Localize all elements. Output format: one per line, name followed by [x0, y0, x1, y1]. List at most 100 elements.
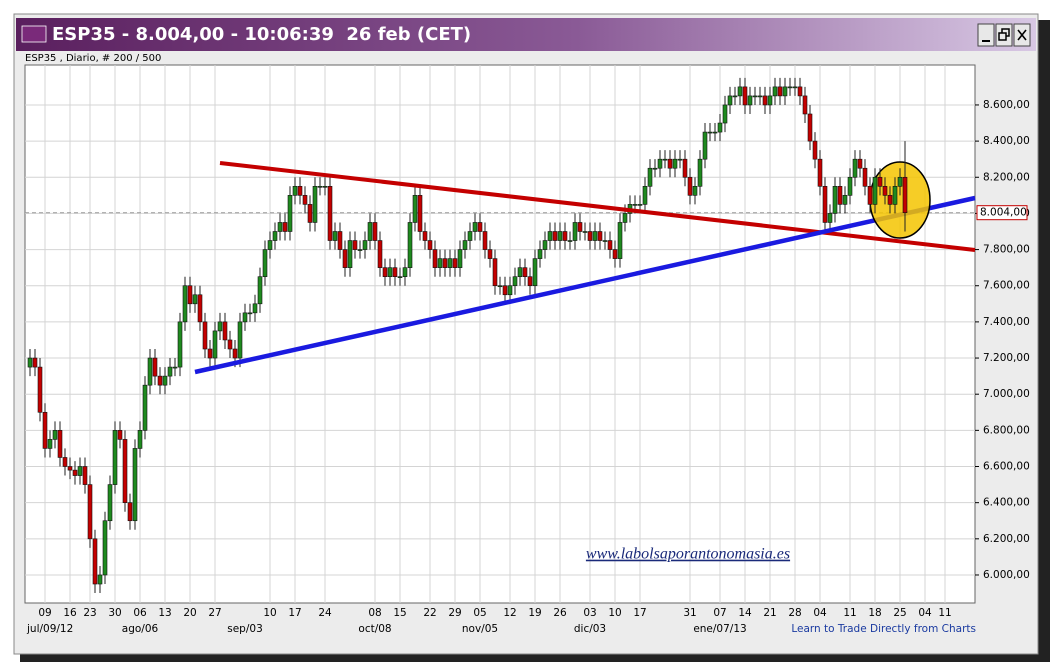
- candle-body: [92, 538, 98, 585]
- x-tick-label: 17: [633, 607, 646, 619]
- candle-body: [692, 186, 698, 196]
- candle-body: [122, 439, 128, 503]
- x-tick-label: 05: [473, 607, 486, 619]
- x-tick-label: 20: [183, 607, 196, 619]
- candle-body: [592, 231, 598, 241]
- candle-body: [192, 294, 198, 305]
- x-tick-label: 25: [893, 607, 906, 619]
- candle-body: [572, 222, 578, 241]
- x-tick-label: 15: [393, 607, 406, 619]
- candle-body: [647, 167, 653, 187]
- y-tick-label: 8.200,00: [983, 171, 1030, 183]
- candle-body: [727, 95, 733, 106]
- candle-body: [237, 321, 243, 359]
- x-tick-label: 04: [918, 607, 932, 619]
- candle-body: [277, 222, 283, 232]
- candle-body: [287, 195, 293, 232]
- candle-body: [67, 466, 73, 471]
- candle-body: [197, 294, 203, 323]
- candle-body: [747, 95, 753, 106]
- candle-body: [72, 469, 78, 476]
- candle-body: [817, 158, 823, 187]
- candle-body: [402, 267, 408, 277]
- footer-link[interactable]: Learn to Trade Directly from Charts: [791, 623, 976, 635]
- candle-body: [742, 86, 748, 106]
- candle-body: [687, 176, 693, 196]
- candle-body: [167, 366, 173, 377]
- candle-body: [547, 231, 553, 241]
- y-tick-label: 6.800,00: [983, 424, 1030, 436]
- candle-body: [617, 222, 623, 259]
- candle-body: [62, 457, 68, 467]
- last-price-box: [976, 205, 1028, 221]
- x-tick-label: 17: [288, 607, 301, 619]
- candle-body: [432, 249, 438, 268]
- trend-lines: [194, 161, 976, 375]
- candle-body: [382, 267, 388, 277]
- candle-body: [412, 195, 418, 223]
- y-tick-label: 8.400,00: [983, 135, 1030, 147]
- candle-body: [462, 240, 468, 250]
- candle-body: [607, 240, 613, 250]
- candle-body: [852, 158, 858, 178]
- x-tick-label: 10: [608, 607, 621, 619]
- x-tick-label: 19: [528, 607, 541, 619]
- candle-body: [447, 258, 453, 268]
- candle-body: [282, 222, 288, 232]
- minimize-button[interactable]: [977, 23, 995, 47]
- candle-body: [42, 411, 48, 449]
- candle-body: [82, 466, 88, 485]
- candle-body: [317, 186, 323, 188]
- candle-body: [172, 366, 178, 369]
- candle-body: [602, 240, 608, 242]
- y-tick-label: 7.400,00: [983, 316, 1030, 328]
- candle-body: [782, 86, 788, 97]
- candle-body: [452, 258, 458, 268]
- candle-body: [767, 95, 773, 106]
- candle-body: [27, 357, 33, 368]
- candle-body: [697, 158, 703, 187]
- y-tick-label: 7.200,00: [983, 352, 1030, 364]
- candle-body: [512, 276, 518, 287]
- candle-body: [372, 222, 378, 241]
- x-tick-label: 12: [503, 607, 516, 619]
- candle-body: [37, 366, 43, 413]
- candle-body: [187, 285, 193, 305]
- candle-body: [842, 195, 848, 205]
- candle-body: [517, 267, 523, 277]
- candle-body: [232, 348, 238, 359]
- candle-body: [312, 186, 318, 223]
- candle-body: [352, 240, 358, 250]
- candle-body: [632, 204, 638, 206]
- candle-body: [557, 231, 563, 241]
- candle-body: [337, 231, 343, 250]
- candle-body: [757, 95, 763, 98]
- x-tick-label: 28: [788, 607, 801, 619]
- candle-body: [52, 430, 58, 440]
- candle-body: [637, 204, 643, 206]
- close-button[interactable]: [1013, 23, 1031, 47]
- y-tick-label: 6.200,00: [983, 533, 1030, 545]
- candle-body: [252, 303, 258, 314]
- candles: [27, 77, 868, 594]
- candle-body: [837, 186, 843, 205]
- candle-body: [392, 267, 398, 277]
- candle-body: [202, 321, 208, 350]
- candle-body: [422, 231, 428, 241]
- candle-body: [147, 357, 153, 386]
- candle-body: [527, 276, 533, 287]
- candle-body: [442, 258, 448, 268]
- candle-body: [112, 430, 118, 485]
- x-tick-label: 13: [158, 607, 171, 619]
- restore-button[interactable]: [995, 23, 1013, 47]
- x-tick-label: 27: [208, 607, 221, 619]
- candle-body: [652, 167, 658, 170]
- candle-body: [207, 348, 213, 359]
- watermark: www.labolsaporantonomasia.es: [586, 546, 790, 563]
- candle-body: [612, 249, 618, 259]
- candle-body: [132, 448, 138, 522]
- candle-body: [437, 258, 443, 268]
- candle-body: [577, 222, 583, 232]
- y-tick-label: 6.400,00: [983, 497, 1030, 509]
